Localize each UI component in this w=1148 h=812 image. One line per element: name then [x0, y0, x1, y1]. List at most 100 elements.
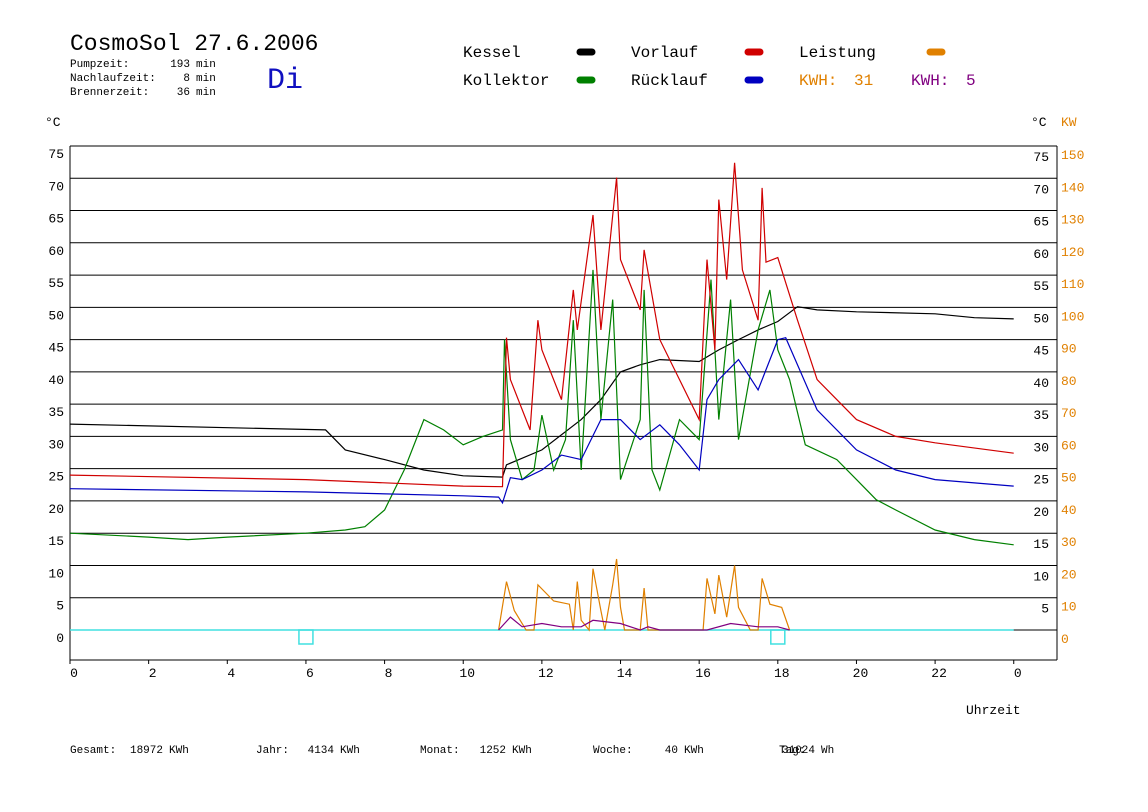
total-label: Monat:: [420, 745, 460, 757]
total-unit: KWh: [684, 745, 704, 757]
y2-tick-label: 140: [1061, 180, 1084, 195]
y2-tick-label: 100: [1061, 309, 1084, 324]
y-tick-label: 45: [48, 341, 64, 356]
y-tick-label-right: 5: [1041, 602, 1049, 617]
stat-label: Brennerzeit:: [70, 87, 149, 99]
y-tick-label-right: 10: [1033, 569, 1049, 584]
stat-label: Nachlaufzeit:: [70, 73, 156, 85]
y-tick-label-right: 50: [1033, 311, 1049, 326]
total-label: Jahr:: [256, 745, 289, 757]
y-tick-label-right: 55: [1033, 279, 1049, 294]
y2-tick-label: 90: [1061, 342, 1077, 357]
y2-tick-label: 0: [1061, 632, 1069, 647]
legend-label: Leistung: [799, 44, 876, 62]
y-tick-label: 5: [56, 599, 64, 614]
total-unit: KWh: [340, 745, 360, 757]
y-tick-label-right: 25: [1033, 473, 1049, 488]
y-tick-label: 70: [48, 179, 64, 194]
y-tick-label: 55: [48, 276, 64, 291]
y-tick-label-right: 60: [1033, 247, 1049, 262]
y2-tick-label: 30: [1061, 535, 1077, 550]
y-tick-label: 65: [48, 212, 64, 227]
total-label: Gesamt:: [70, 745, 116, 757]
x-axis-label: Uhrzeit: [966, 703, 1021, 718]
x-tick-label: 12: [538, 666, 554, 681]
stat-value: 193: [170, 59, 190, 71]
y-tick-label: 25: [48, 470, 64, 485]
x-tick-label: 4: [227, 666, 235, 681]
y-tick-label-right: 75: [1033, 150, 1049, 165]
day-label: Di: [267, 64, 303, 98]
x-tick-label: 6: [306, 666, 314, 681]
y2-unit: KW: [1061, 115, 1077, 130]
kwh-label: KWH:: [911, 72, 949, 90]
stat-unit: min: [196, 87, 216, 99]
y-tick-label-right: 20: [1033, 505, 1049, 520]
chart-title: CosmoSol 27.6.2006: [70, 31, 318, 57]
y2-tick-label: 110: [1061, 277, 1084, 292]
y2-tick-label: 10: [1061, 600, 1077, 615]
kwh-value: 5: [966, 72, 976, 90]
legend-label: Vorlauf: [631, 44, 698, 62]
y2-tick-label: 80: [1061, 374, 1077, 389]
y-tick-label: 0: [56, 631, 64, 646]
x-tick-label: 22: [931, 666, 947, 681]
series-line: [498, 558, 791, 632]
x-tick-label: 2: [149, 666, 157, 681]
y2-tick-label: 130: [1061, 213, 1084, 228]
stat-value: 36: [177, 87, 190, 99]
y-tick-label: 10: [48, 566, 64, 581]
y-tick-label-right: 30: [1033, 440, 1049, 455]
total-label: Woche:: [593, 745, 633, 757]
x-tick-label: 10: [459, 666, 475, 681]
marker: [770, 629, 786, 645]
total-value: 40: [665, 745, 678, 757]
y-tick-label: 60: [48, 244, 64, 259]
y-unit-right: °C: [1031, 115, 1047, 130]
y-tick-label: 75: [48, 147, 64, 162]
y-tick-label-right: 35: [1033, 408, 1049, 423]
y-tick-label-right: 70: [1033, 182, 1049, 197]
total-unit: KWh: [512, 745, 532, 757]
total-value: 31024: [782, 745, 815, 757]
x-tick-label: 20: [853, 666, 869, 681]
stat-unit: min: [196, 73, 216, 85]
series-line: [69, 162, 1014, 488]
y-tick-label: 30: [48, 437, 64, 452]
y-tick-label: 15: [48, 534, 64, 549]
legend-label: Rücklauf: [631, 72, 708, 90]
kwh-value: 31: [854, 72, 873, 90]
y2-tick-label: 40: [1061, 503, 1077, 518]
y2-tick-label: 120: [1061, 245, 1084, 260]
y-tick-label: 50: [48, 308, 64, 323]
y-tick-label-right: 45: [1033, 344, 1049, 359]
total-value: 18972: [130, 745, 163, 757]
total-value: 1252: [480, 745, 506, 757]
y-tick-label-right: 65: [1033, 215, 1049, 230]
y2-tick-label: 150: [1061, 148, 1084, 163]
x-tick-label: 18: [774, 666, 790, 681]
x-tick-label: 0: [70, 666, 78, 681]
y2-tick-label: 20: [1061, 567, 1077, 582]
kwh-label: KWH:: [799, 72, 837, 90]
stat-value: 8: [183, 73, 190, 85]
x-tick-label: 8: [385, 666, 393, 681]
series-line: [498, 616, 790, 631]
series-line: [69, 306, 1014, 478]
total-value: 4134: [308, 745, 335, 757]
total-label: Tag:: [779, 745, 805, 757]
y2-tick-label: 70: [1061, 406, 1077, 421]
x-tick-label: 14: [617, 666, 633, 681]
stat-unit: min: [196, 59, 216, 71]
x-tick-label: 16: [695, 666, 711, 681]
series-line: [69, 336, 1014, 505]
y2-tick-label: 50: [1061, 471, 1077, 486]
stat-label: Pumpzeit:: [70, 59, 129, 71]
y-tick-label: 35: [48, 405, 64, 420]
y2-tick-label: 60: [1061, 438, 1077, 453]
y-tick-label-right: 40: [1033, 376, 1049, 391]
marker: [298, 629, 314, 645]
x-tick-label: 0: [1014, 666, 1022, 681]
